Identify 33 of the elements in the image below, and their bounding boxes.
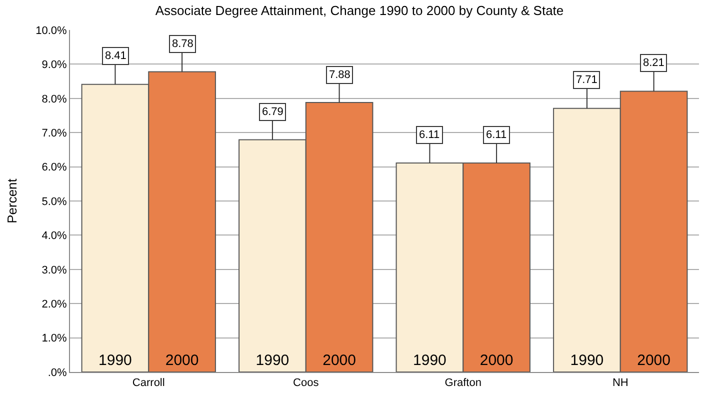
y-tick-label: 7.0% — [42, 127, 68, 140]
chart-title: Associate Degree Attainment, Change 1990 to 2000 by County & State — [155, 3, 564, 18]
y-tick-label: 5.0% — [42, 196, 68, 208]
y-tick-label: 1.0% — [42, 332, 68, 345]
y-tick-label: .0% — [48, 366, 68, 379]
text: 1990 — [413, 352, 446, 369]
text: 1990 — [570, 352, 604, 369]
y-tick-label: 9.0% — [42, 59, 68, 72]
data-label: 6.79 — [262, 106, 284, 118]
y-tick-label: 3.0% — [42, 264, 68, 276]
data-label: 7.71 — [576, 74, 598, 86]
data-label: 6.11 — [486, 129, 507, 141]
data-label: 8.21 — [643, 57, 664, 69]
text: 2000 — [637, 352, 670, 369]
y-tick-label: 8.0% — [42, 93, 68, 106]
x-tick-label: Carroll — [132, 377, 165, 390]
y-tick-label: 6.0% — [42, 162, 68, 174]
data-label: 6.11 — [419, 129, 440, 141]
y-tick-label: 2.0% — [42, 298, 68, 310]
x-tick-label: Coos — [293, 377, 320, 390]
x-tick-label: Grafton — [444, 377, 482, 390]
data-label: 8.41 — [105, 50, 126, 62]
series-label: 1990 — [98, 352, 132, 369]
text: 1990 — [256, 352, 290, 369]
data-label: 8.78 — [172, 38, 194, 50]
data-label: 7.88 — [329, 69, 350, 81]
series-label: 2000 — [165, 352, 199, 369]
x-tick-label: NH — [612, 377, 628, 390]
text: 2000 — [480, 352, 514, 369]
y-tick-label: 4.0% — [42, 230, 68, 242]
y-axis-title: Percent — [4, 178, 20, 224]
y-tick-label: 10.0% — [36, 24, 68, 37]
text: 2000 — [322, 352, 356, 369]
